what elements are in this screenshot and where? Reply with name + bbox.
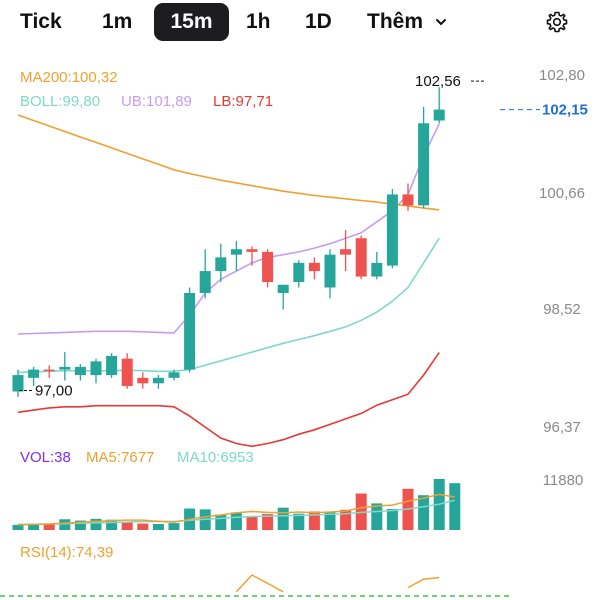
volume-bar <box>121 522 133 530</box>
price-tick-label: 102,80 <box>539 67 585 84</box>
volume-bar <box>308 511 320 530</box>
volume-bar <box>74 520 86 530</box>
candle-body <box>121 358 133 387</box>
rsi-line <box>407 576 440 589</box>
volume-bar <box>215 514 227 530</box>
chevron-down-icon <box>435 19 446 26</box>
candle-body <box>12 375 24 392</box>
lower-band-line <box>17 352 440 448</box>
ma10-label: MA10:6953 <box>177 449 254 466</box>
price-tick-label: 96,37 <box>543 419 581 436</box>
volume-ma10-line <box>17 499 455 526</box>
candle-body <box>293 262 305 283</box>
timeframe-toolbar: Tick 1m 15m 1h 1D Thêm <box>0 0 600 46</box>
ma200-label: MA200:100,32 <box>20 69 118 86</box>
candle-body <box>386 194 398 266</box>
volume-bar <box>168 523 180 530</box>
gear-icon[interactable] <box>545 10 569 34</box>
candle-body <box>90 361 102 376</box>
volume-bar <box>246 516 258 530</box>
candle-body <box>168 372 180 378</box>
candle-body <box>355 238 367 277</box>
candle-body <box>418 123 430 206</box>
tab-15m[interactable]: 15m <box>154 3 229 41</box>
volume-bar <box>371 503 383 530</box>
candle-body <box>215 257 227 272</box>
volume-bar <box>152 523 164 530</box>
rsi-layer <box>235 574 440 593</box>
volume-ma5-line <box>17 493 455 526</box>
price-tick-label: 98,52 <box>543 301 581 318</box>
candle-body <box>262 251 274 283</box>
ma200-line <box>17 114 440 211</box>
ub-label: UB:101,89 <box>121 93 192 110</box>
price-lines-layer <box>17 114 440 448</box>
volume-bar <box>293 513 305 530</box>
upper-band-line <box>17 123 440 335</box>
volume-bar <box>230 512 242 530</box>
volume-bar <box>28 523 40 530</box>
low-price-label: 97,00 <box>35 383 73 400</box>
middle-band-line <box>17 237 440 374</box>
more-dropdown[interactable]: Thêm <box>367 3 447 41</box>
candle-body <box>324 254 336 288</box>
tab-1h[interactable]: 1h <box>246 10 271 33</box>
candle-body <box>59 366 71 370</box>
candle-body <box>199 271 211 293</box>
volume-bar <box>340 509 352 530</box>
candle-body <box>246 249 258 252</box>
candle-body <box>277 284 289 293</box>
candle-body <box>308 262 320 272</box>
volume-bar <box>449 483 461 530</box>
vol-label: VOL:38 <box>20 449 71 466</box>
volume-bar <box>386 508 398 530</box>
boll-label: BOLL:99,80 <box>20 93 100 110</box>
candle-body <box>340 249 352 255</box>
rsi-line <box>235 574 284 593</box>
candles-layer <box>12 87 445 397</box>
volume-bar <box>12 524 24 530</box>
candle-body <box>106 355 118 376</box>
volume-bar <box>262 514 274 530</box>
candle-body <box>152 377 164 384</box>
lb-label: LB:97,71 <box>213 93 273 110</box>
more-label: Thêm <box>367 10 424 33</box>
tab-1m[interactable]: 1m <box>102 10 133 33</box>
tab-tick[interactable]: Tick <box>20 10 62 33</box>
volume-tick-label: 11880 <box>543 472 584 489</box>
price-tick-label: 100,66 <box>539 185 585 202</box>
current-price-label: 102,15 <box>542 102 588 119</box>
candle-body <box>433 109 445 121</box>
candle-body <box>184 292 196 370</box>
volume-bar <box>59 519 71 530</box>
tab-1d[interactable]: 1D <box>305 10 332 33</box>
candle-body <box>28 369 40 378</box>
volume-bar <box>43 524 55 530</box>
volume-bar <box>137 523 149 530</box>
candle-body <box>43 369 55 372</box>
annotations-layer <box>19 80 484 392</box>
volume-bar <box>277 507 289 530</box>
rsi-label: RSI(14):74,39 <box>20 544 113 561</box>
volume-bar <box>418 495 430 530</box>
volume-bar <box>106 519 118 530</box>
candle-body <box>74 366 86 376</box>
candle-body <box>402 194 414 206</box>
ma5-label: MA5:7677 <box>86 449 154 466</box>
candle-body <box>137 377 149 384</box>
high-price-label: 102,56 <box>415 73 461 90</box>
volume-bar <box>90 518 102 530</box>
volume-layer <box>12 479 461 530</box>
volume-bar <box>324 511 336 530</box>
candle-body <box>371 262 383 277</box>
candle-body <box>230 249 242 255</box>
